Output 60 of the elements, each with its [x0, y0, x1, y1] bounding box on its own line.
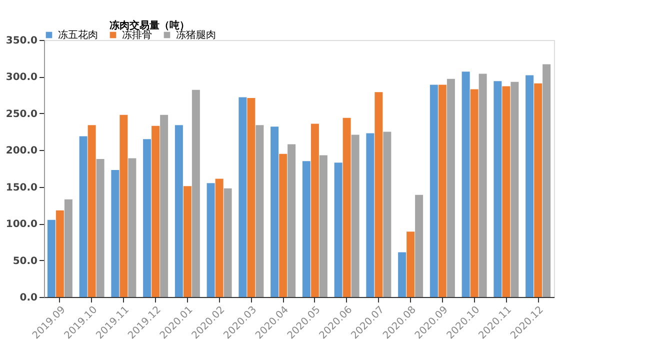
bar	[96, 158, 104, 297]
bar	[79, 136, 88, 297]
bar	[430, 84, 438, 297]
bar	[526, 75, 534, 297]
bar	[446, 78, 455, 297]
bar	[462, 72, 470, 297]
bar	[88, 125, 96, 297]
bar	[374, 92, 383, 297]
bar	[502, 86, 510, 297]
bar	[470, 89, 478, 297]
bar	[215, 178, 224, 297]
bar	[247, 98, 256, 297]
legend-label: 冻猪腿肉	[176, 29, 216, 41]
bar	[174, 125, 183, 297]
bar	[351, 134, 360, 297]
bar	[183, 186, 192, 297]
bar	[334, 162, 342, 297]
bar	[302, 161, 310, 297]
bar	[238, 97, 247, 297]
bar	[152, 126, 160, 297]
bar	[206, 183, 215, 297]
y-axis-title: 冻肉交易量（吨）	[110, 20, 190, 32]
y-tick-label: 350.0	[6, 36, 38, 46]
bar	[542, 64, 551, 297]
bar	[47, 220, 56, 297]
y-tick-label: 300.0	[6, 72, 38, 84]
bar	[366, 133, 374, 297]
y-tick-label: 100.0	[6, 219, 38, 230]
bar	[398, 252, 406, 297]
bar	[64, 199, 72, 297]
legend-label: 冻五花肉	[58, 29, 98, 41]
y-tick-label: 150.0	[6, 182, 38, 194]
bar	[270, 126, 279, 297]
bar	[342, 118, 351, 297]
bar	[56, 210, 64, 297]
bar	[383, 132, 392, 297]
y-tick-label: 50.0	[12, 256, 38, 267]
bar	[494, 81, 502, 297]
bar	[510, 82, 519, 297]
bar	[224, 188, 232, 297]
bar	[406, 232, 415, 297]
bar	[192, 90, 200, 297]
bar	[415, 194, 424, 297]
bar	[160, 114, 168, 297]
y-tick-label: 0.0	[20, 292, 38, 304]
bar	[310, 124, 319, 297]
bar	[111, 170, 120, 297]
bar	[288, 144, 296, 297]
bar	[120, 114, 128, 297]
y-tick-label: 250.0	[6, 108, 38, 120]
bar	[478, 74, 487, 297]
y-tick-label: 200.0	[6, 146, 38, 157]
bar	[128, 158, 136, 297]
bar	[279, 154, 288, 297]
bar	[256, 125, 264, 297]
bar	[319, 155, 328, 297]
legend-label: 冻排骨	[122, 29, 152, 41]
bar	[143, 139, 152, 297]
bar	[534, 83, 542, 297]
bar	[438, 84, 446, 297]
